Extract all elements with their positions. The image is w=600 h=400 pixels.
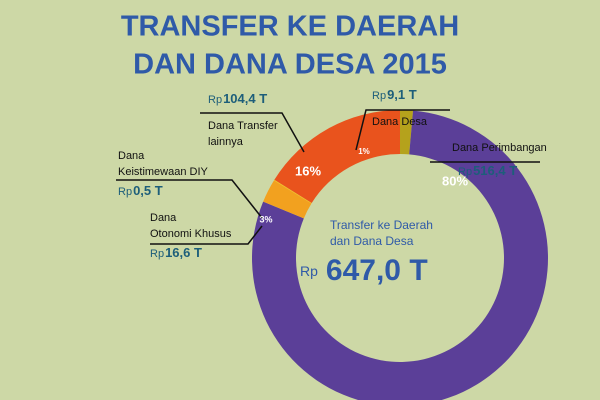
category-label: lainnya bbox=[208, 136, 244, 148]
category-label: Dana bbox=[118, 150, 145, 162]
percent-label: 16% bbox=[295, 163, 321, 178]
value-label: Rp104,4 T bbox=[208, 91, 267, 106]
currency: Rp bbox=[118, 186, 132, 198]
category-label: Otonomi Khusus bbox=[150, 228, 232, 240]
leader-line bbox=[150, 225, 263, 245]
value: 104,4 T bbox=[223, 91, 267, 106]
donut-segment bbox=[273, 179, 312, 204]
donut bbox=[252, 110, 548, 400]
percent-label: 3% bbox=[259, 214, 272, 224]
value: 0,5 T bbox=[133, 183, 163, 198]
currency: Rp bbox=[300, 263, 318, 279]
donut-segment bbox=[252, 110, 548, 400]
leader-line bbox=[116, 179, 263, 219]
currency: Rp bbox=[372, 90, 386, 102]
center-label: dan Dana Desa bbox=[330, 234, 414, 248]
leader-lines bbox=[116, 109, 540, 245]
category-label: Dana bbox=[150, 212, 177, 224]
value: 9,1 T bbox=[387, 87, 417, 102]
title-line: DAN DANA DESA 2015 bbox=[133, 49, 447, 81]
percent-label: 1% bbox=[358, 147, 370, 156]
value: 16,6 T bbox=[165, 245, 202, 260]
total: Rp 647,0 T bbox=[300, 254, 428, 287]
category-label: Dana Perimbangan bbox=[452, 142, 547, 154]
center-label: Transfer ke Daerah bbox=[330, 218, 433, 232]
value-label: Rp0,5 T bbox=[118, 183, 163, 198]
currency: Rp bbox=[208, 94, 222, 106]
leader-line bbox=[200, 112, 305, 153]
value-label: Rp9,1 T bbox=[372, 87, 417, 102]
donut-segment bbox=[274, 110, 400, 204]
donut-segment bbox=[400, 110, 414, 155]
category-label: Keistimewaan DIY bbox=[118, 166, 209, 178]
currency: Rp bbox=[150, 248, 164, 260]
percent-label: 80% bbox=[442, 173, 468, 188]
title-line: TRANSFER KE DAERAH bbox=[121, 11, 459, 43]
category-label: Dana Transfer bbox=[208, 120, 278, 132]
leader-line bbox=[355, 109, 450, 151]
value-label: Rp516,4 T bbox=[458, 163, 517, 178]
currency: Rp bbox=[458, 166, 472, 178]
total-label: 647,0 T bbox=[326, 254, 428, 287]
value: 516,4 T bbox=[473, 163, 517, 178]
donut-segment bbox=[263, 180, 312, 219]
value-label: Rp16,6 T bbox=[150, 245, 202, 260]
category-label: Dana Desa bbox=[372, 116, 428, 128]
